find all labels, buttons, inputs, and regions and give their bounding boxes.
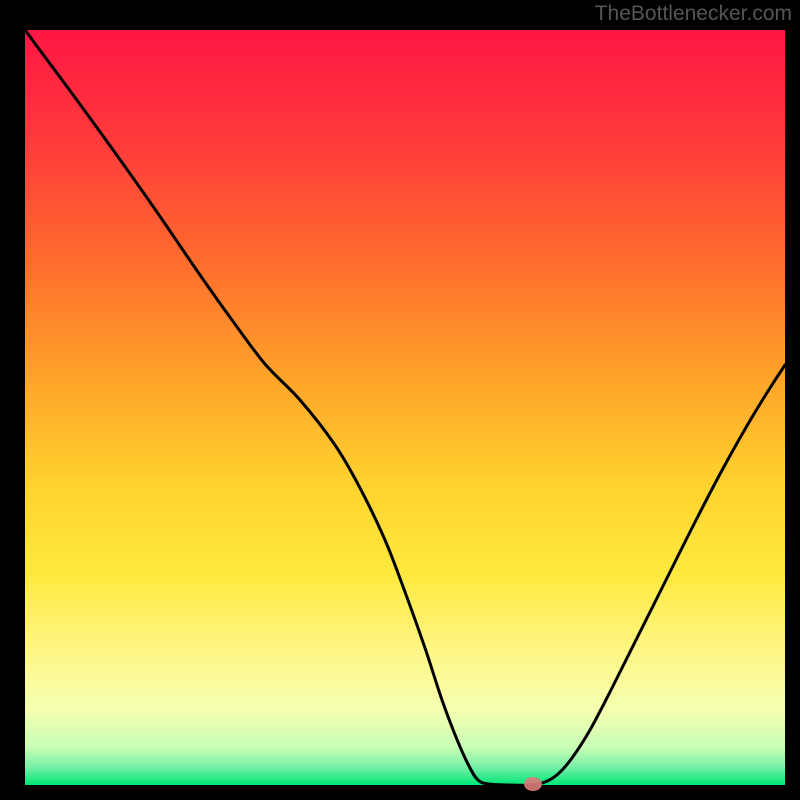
chart-container: TheBottlenecker.com [0, 0, 800, 800]
optimal-marker [524, 777, 542, 791]
watermark-text: TheBottlenecker.com [595, 2, 792, 26]
bottleneck-chart [0, 0, 800, 800]
chart-plot-area [25, 30, 785, 785]
